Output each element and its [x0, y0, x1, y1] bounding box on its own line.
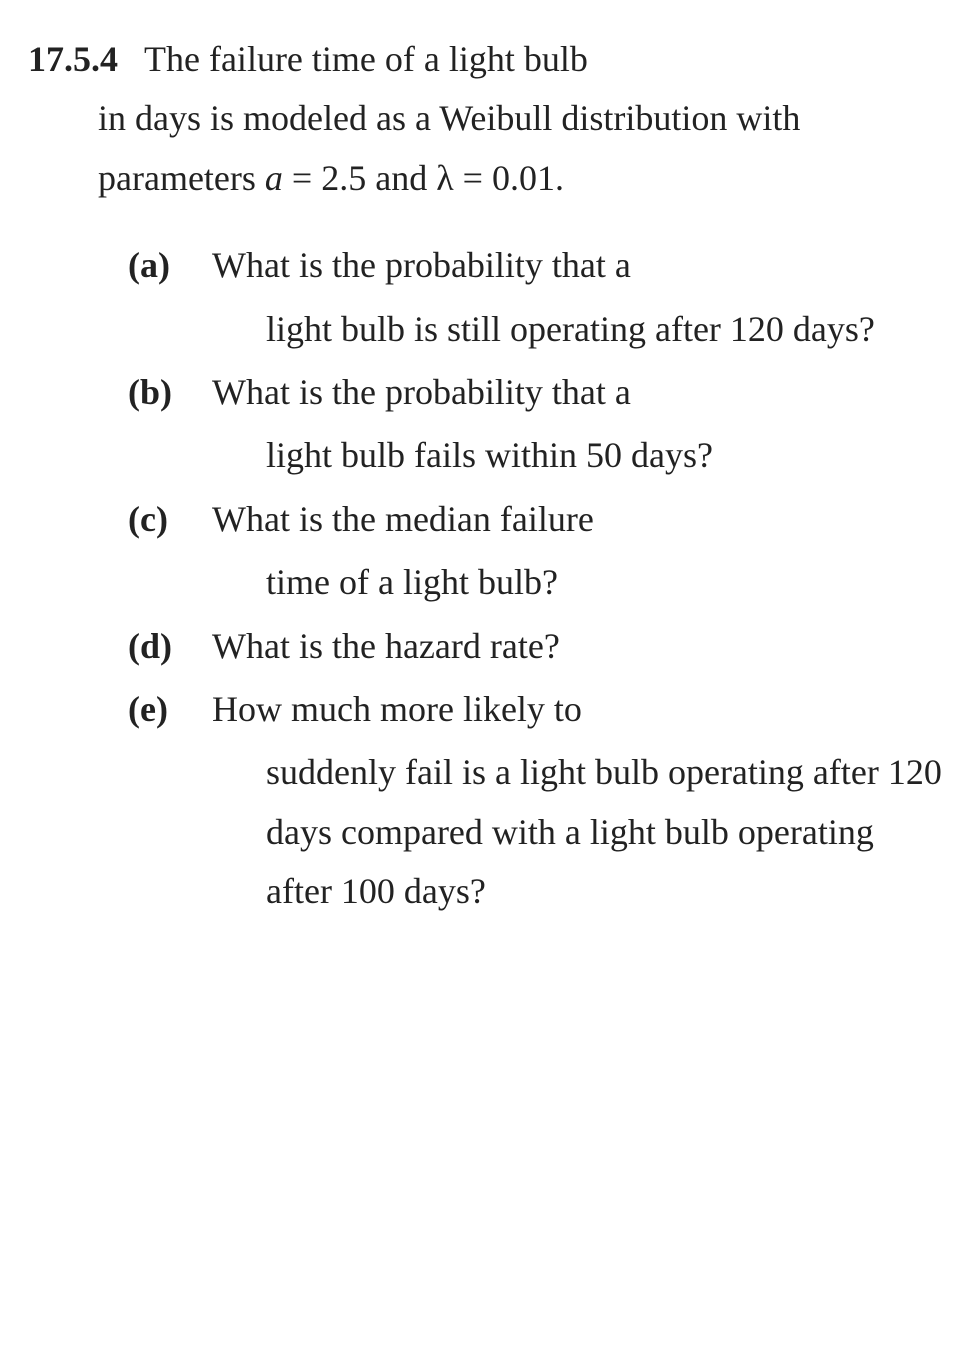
part-b: (b) What is the probability that a: [128, 363, 948, 422]
part-a-label: (a): [128, 236, 184, 295]
part-d-line1: What is the hazard rate?: [212, 617, 948, 676]
part-b-label: (b): [128, 363, 184, 422]
part-d: (d) What is the hazard rate?: [128, 617, 948, 676]
part-c: (c) What is the median failure: [128, 490, 948, 549]
part-a-rest: light bulb is still operating after 120 …: [128, 300, 948, 359]
part-e-line1: How much more likely to: [212, 680, 948, 739]
param-a-eq: = 2.5 and: [283, 158, 436, 198]
part-b-rest-text: light bulb fails within 50 days?: [266, 426, 948, 485]
part-a: (a) What is the probability that a: [128, 236, 948, 295]
part-e-rest-text: suddenly fail is a light bulb operating …: [266, 743, 948, 921]
part-e: (e) How much more likely to: [128, 680, 948, 739]
param-lambda-eq: = 0.01.: [454, 158, 564, 198]
part-b-rest: light bulb fails within 50 days?: [128, 426, 948, 485]
problem-intro-line1: The failure time of a light bulb: [144, 30, 948, 89]
part-c-label: (c): [128, 490, 184, 549]
problem-number: 17.5.4: [28, 30, 118, 89]
part-e-label: (e): [128, 680, 184, 739]
param-a-name: a: [265, 158, 283, 198]
param-lambda: λ: [436, 158, 453, 198]
problem-header: 17.5.4 The failure time of a light bulb: [28, 30, 948, 89]
part-c-line1: What is the median failure: [212, 490, 948, 549]
part-a-rest-text: light bulb is still operating after 120 …: [266, 300, 948, 359]
part-b-line1: What is the probability that a: [212, 363, 948, 422]
part-c-rest: time of a light bulb?: [128, 553, 948, 612]
problem-intro-body: in days is modeled as a Weibull distribu…: [98, 89, 948, 208]
part-d-label: (d): [128, 617, 184, 676]
part-a-line1: What is the probability that a: [212, 236, 948, 295]
part-e-rest: suddenly fail is a light bulb operating …: [128, 743, 948, 921]
parts-list: (a) What is the probability that a light…: [128, 236, 948, 921]
part-c-rest-text: time of a light bulb?: [266, 553, 948, 612]
